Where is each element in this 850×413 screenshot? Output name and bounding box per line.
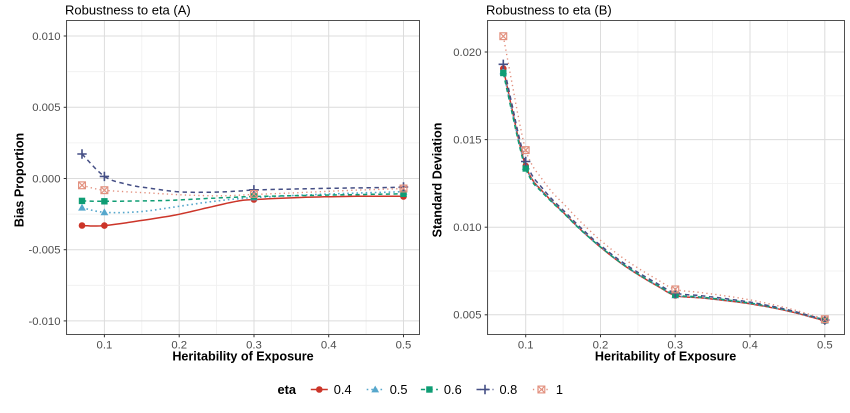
- svg-text:Bias Proportion: Bias Proportion: [13, 133, 27, 227]
- svg-text:0.005: 0.005: [32, 102, 60, 114]
- svg-text:0.005: 0.005: [453, 310, 481, 322]
- svg-text:0.2: 0.2: [593, 340, 609, 352]
- svg-text:0.4: 0.4: [334, 382, 352, 397]
- svg-text:0.000: 0.000: [32, 173, 60, 185]
- svg-text:0.3: 0.3: [246, 340, 262, 352]
- svg-text:0.1: 0.1: [97, 340, 113, 352]
- svg-text:Robustness to eta (A): Robustness to eta (A): [65, 3, 191, 18]
- svg-text:0.010: 0.010: [453, 222, 481, 234]
- svg-text:0.5: 0.5: [390, 382, 408, 397]
- svg-text:Heritability of Exposure: Heritability of Exposure: [172, 350, 313, 364]
- svg-text:Heritability of Exposure: Heritability of Exposure: [595, 350, 736, 364]
- svg-text:1: 1: [556, 382, 563, 397]
- svg-text:0.5: 0.5: [817, 340, 833, 352]
- svg-text:0.020: 0.020: [453, 47, 481, 59]
- svg-text:0.4: 0.4: [742, 340, 758, 352]
- svg-text:Standard Deviation: Standard Deviation: [431, 123, 445, 238]
- svg-text:-0.005: -0.005: [28, 245, 60, 257]
- svg-text:0.2: 0.2: [171, 340, 187, 352]
- svg-text:0.1: 0.1: [518, 340, 534, 352]
- svg-text:0.3: 0.3: [667, 340, 683, 352]
- svg-text:0.4: 0.4: [321, 340, 337, 352]
- svg-text:0.015: 0.015: [453, 135, 481, 147]
- svg-text:0.8: 0.8: [500, 382, 518, 397]
- svg-text:0.6: 0.6: [444, 382, 462, 397]
- svg-text:Robustness to eta (B): Robustness to eta (B): [486, 3, 612, 18]
- svg-text:0.5: 0.5: [396, 340, 412, 352]
- svg-text:eta: eta: [278, 382, 297, 397]
- svg-text:0.010: 0.010: [32, 31, 60, 43]
- svg-text:-0.010: -0.010: [28, 316, 60, 328]
